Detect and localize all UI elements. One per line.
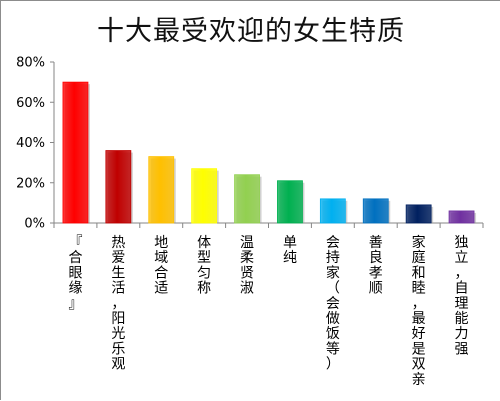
y-tick-label: 20% — [16, 176, 45, 191]
bar — [319, 198, 346, 224]
y-tick-label: 60% — [16, 96, 45, 111]
x-category-label: 单纯 — [283, 235, 297, 266]
bar — [448, 210, 475, 224]
bar — [234, 174, 260, 224]
y-tick-label: 80% — [16, 56, 45, 71]
x-category-label: 热爱生活，阳光乐观 — [111, 235, 125, 373]
x-category-label: 善良孝顺 — [369, 235, 383, 297]
x-category-label: 会持家（会做饭等） — [326, 235, 340, 373]
bar — [62, 81, 89, 224]
chart-title: 十大最受欢迎的女生特质 — [97, 16, 405, 47]
x-category-label: 家庭和睦，最好是双亲 — [412, 234, 426, 388]
x-category-label: 地域合适 — [154, 235, 168, 297]
y-tick-label: 40% — [16, 136, 45, 151]
bar — [362, 198, 389, 224]
bar — [105, 150, 132, 224]
x-category-label: 『合眼缘』 — [68, 235, 82, 312]
bar — [191, 168, 218, 224]
bar — [148, 156, 175, 224]
x-category-label: 温柔贤淑 — [240, 235, 254, 297]
y-tick-label: 0% — [24, 217, 45, 232]
bar — [405, 204, 432, 224]
x-category-label: 独立，自理能力强 — [455, 235, 469, 357]
x-category-label: 体型匀称 — [197, 235, 211, 297]
bar — [277, 180, 303, 224]
